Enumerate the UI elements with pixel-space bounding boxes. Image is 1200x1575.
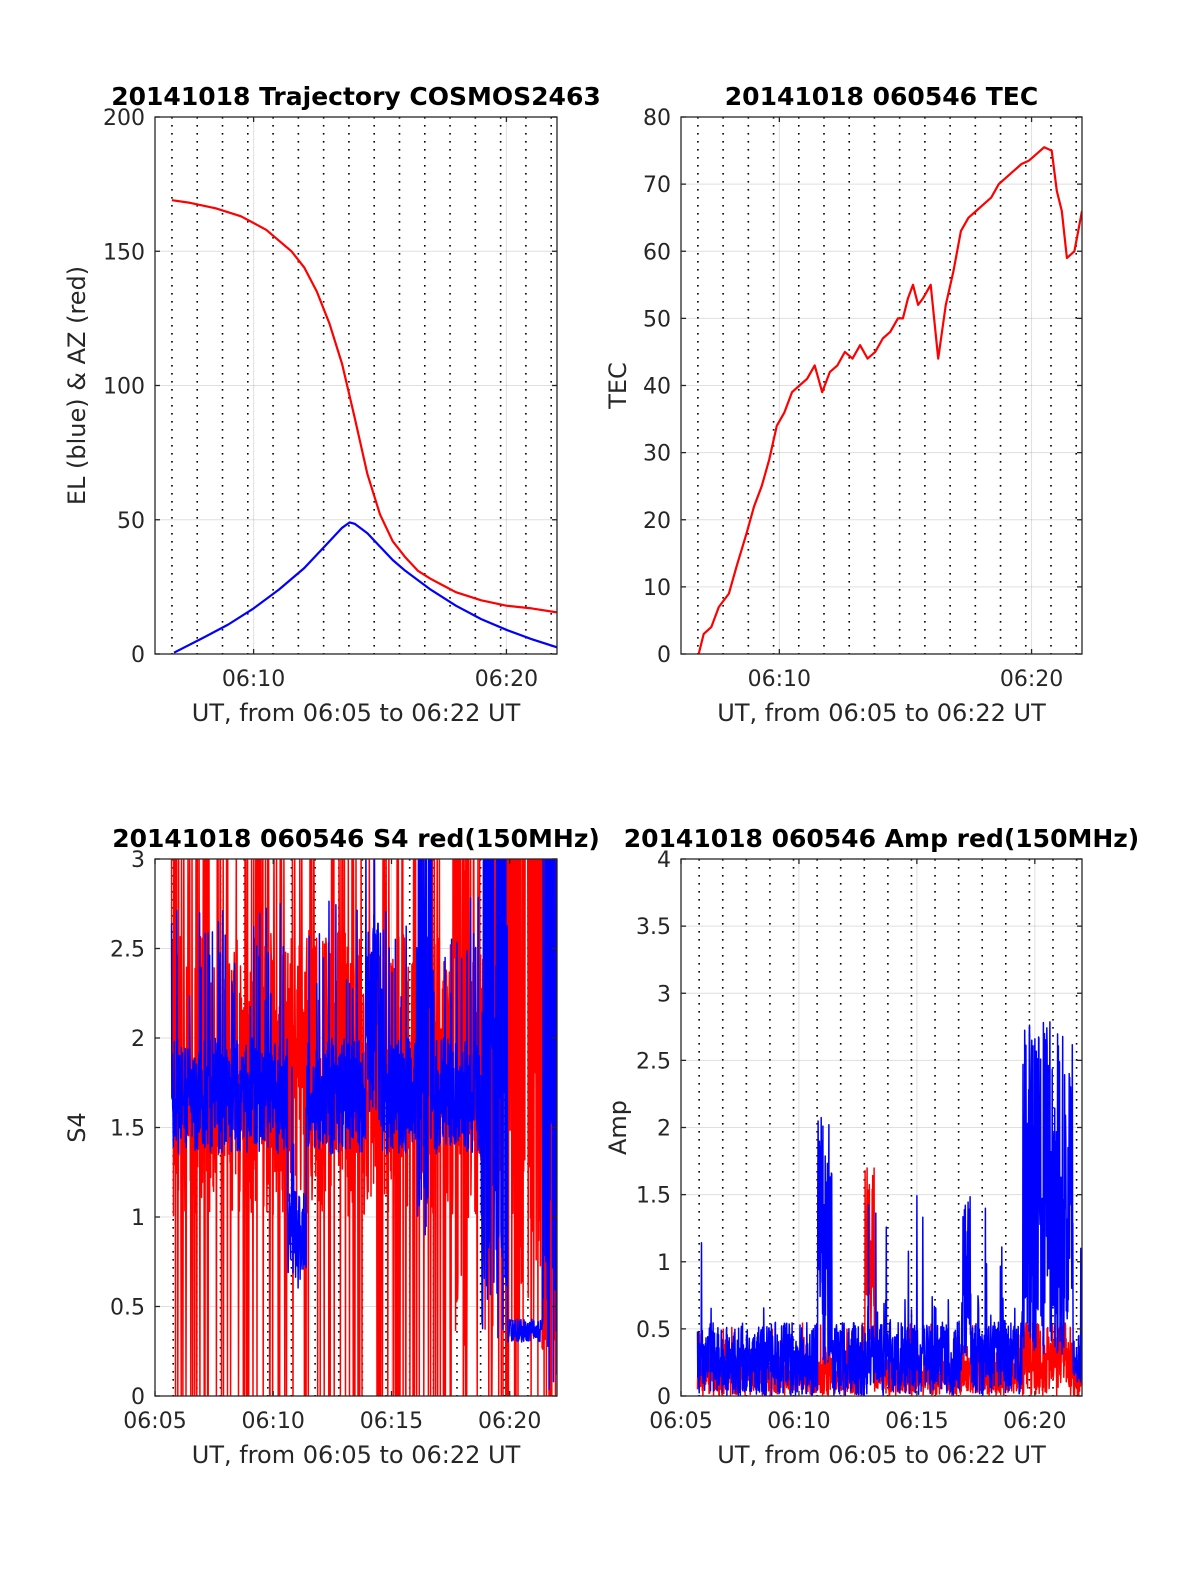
- x-axis-label: UT, from 06:05 to 06:22 UT: [192, 699, 521, 727]
- y-tick-label: 150: [103, 240, 145, 265]
- y-tick-label: 2: [131, 1027, 145, 1052]
- y-tick-label: 60: [643, 240, 671, 265]
- y-axis-label: Amp: [604, 1100, 632, 1155]
- y-tick-label: 1.5: [110, 1117, 145, 1142]
- y-tick-label: 0: [657, 643, 671, 668]
- y-tick-label: 50: [117, 509, 145, 534]
- chart-title: 20141018 060546 S4 red(150MHz): [112, 824, 600, 853]
- y-tick-label: 3: [131, 848, 145, 873]
- y-tick-label: 100: [103, 375, 145, 400]
- series-line-amp: [696, 1021, 1082, 1396]
- x-tick-label: 06:10: [748, 667, 811, 692]
- chart-1: 0 50 100 150 200 06:10 06:20 20141018 Trajector…: [63, 82, 601, 727]
- series-line-az: [171, 199, 557, 614]
- y-tick-label: 4: [657, 848, 671, 873]
- y-axis-label: EL (blue) & AZ (red): [63, 266, 91, 505]
- chart-4: 0 0.5 1 1.5 2 2.5 3 3.5 4 06:05 06:10 06:15 06:20 201…: [604, 824, 1139, 1469]
- x-axis-label: UT, from 06:05 to 06:22 UT: [192, 1441, 521, 1469]
- x-tick-label: 06:05: [123, 1409, 186, 1434]
- y-tick-label: 2.5: [110, 938, 145, 963]
- y-axis-label: TEC: [604, 362, 632, 410]
- x-tick-label: 06:20: [1000, 667, 1063, 692]
- x-tick-label: 06:15: [885, 1409, 948, 1434]
- y-tick-label: 200: [103, 106, 145, 131]
- series-group: [696, 1021, 1082, 1396]
- y-tick-label: 0.5: [636, 1318, 671, 1343]
- series-line-tec: [697, 146, 1082, 654]
- y-tick-label: 0.5: [110, 1296, 145, 1321]
- y-tick-label: 2.5: [636, 1049, 671, 1074]
- x-tick-label: 06:10: [767, 1409, 830, 1434]
- y-tick-label: 1: [131, 1206, 145, 1231]
- x-tick-label: 06:15: [360, 1409, 423, 1434]
- plot-area: [681, 859, 1082, 1396]
- chart-title: 20141018 060546 TEC: [725, 82, 1038, 111]
- x-axis-label: UT, from 06:05 to 06:22 UT: [717, 1441, 1046, 1469]
- y-tick-label: 50: [643, 307, 671, 332]
- x-axis-label: UT, from 06:05 to 06:22 UT: [717, 699, 1046, 727]
- series-line-el: [173, 521, 557, 654]
- x-tick-label: 06:10: [242, 1409, 305, 1434]
- series-group: [697, 146, 1082, 654]
- y-tick-label: 2: [657, 1117, 671, 1142]
- y-tick-label: 0: [657, 1385, 671, 1410]
- chart-3: 0 0.5 1 1.5 2 2.5 3 06:05 06:10 06:15 06:20 2014101…: [63, 824, 600, 1469]
- series-line-s4: [170, 859, 557, 1391]
- x-tick-label: 06:20: [478, 1409, 541, 1434]
- y-tick-label: 40: [643, 375, 671, 400]
- chart-title: 20141018 060546 Amp red(150MHz): [624, 824, 1140, 853]
- y-tick-label: 80: [643, 106, 671, 131]
- x-tick-label: 06:20: [1003, 1409, 1066, 1434]
- y-tick-label: 30: [643, 442, 671, 467]
- y-tick-label: 3.5: [636, 915, 671, 940]
- y-tick-label: 70: [643, 173, 671, 198]
- series-group: [171, 199, 557, 654]
- x-tick-label: 06:10: [222, 667, 285, 692]
- y-tick-label: 0: [131, 1385, 145, 1410]
- y-tick-label: 1: [657, 1251, 671, 1276]
- y-tick-label: 3: [657, 982, 671, 1007]
- chart-2: 0 10 20 30 40 50 60 70 80 06:10 06:20 20141018 0605…: [604, 82, 1083, 727]
- series-group: [170, 859, 557, 1396]
- chart-title: 20141018 Trajectory COSMOS2463: [111, 82, 601, 111]
- y-tick-label: 0: [131, 643, 145, 668]
- x-tick-label: 06:20: [475, 667, 538, 692]
- y-tick-label: 1.5: [636, 1184, 671, 1209]
- y-axis-label: S4: [63, 1112, 91, 1143]
- x-tick-label: 06:05: [649, 1409, 712, 1434]
- y-tick-label: 10: [643, 576, 671, 601]
- y-tick-label: 20: [643, 509, 671, 534]
